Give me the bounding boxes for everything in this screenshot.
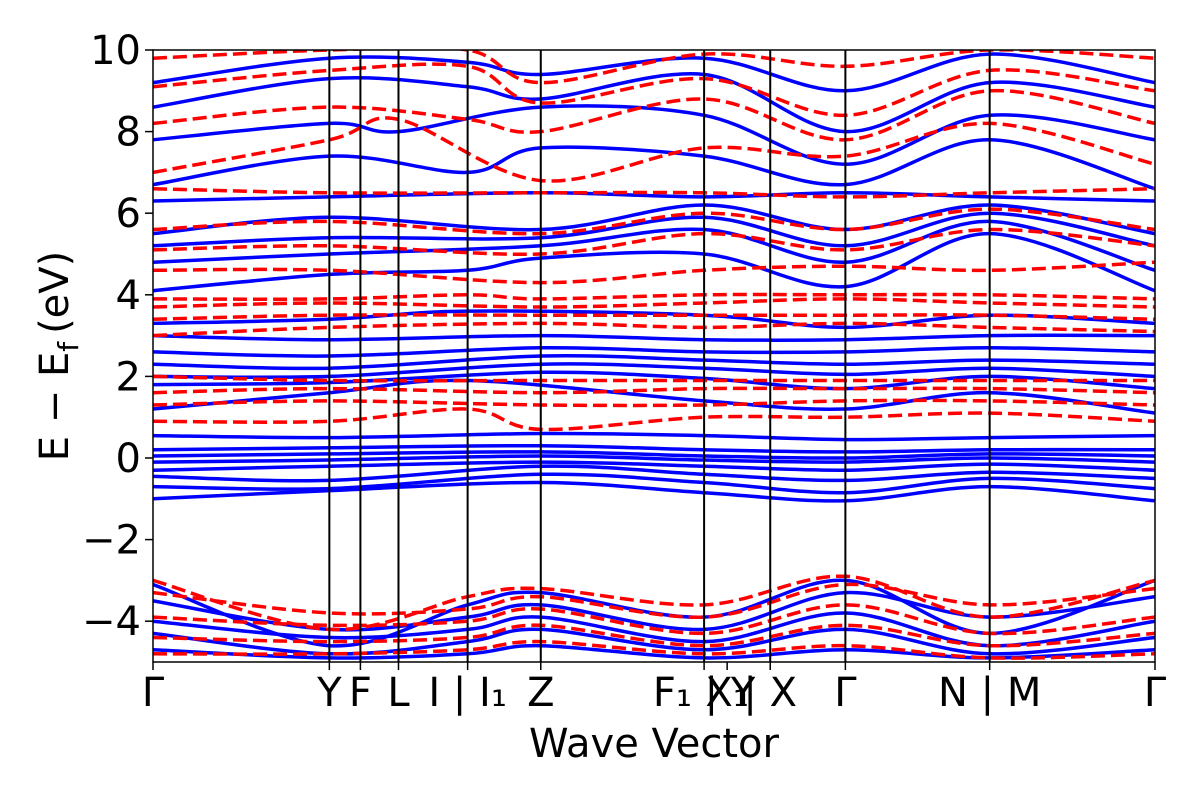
y-tick-label: 10 (90, 28, 141, 74)
dashed-band-line (153, 260, 1155, 285)
plot-frame (152, 49, 1156, 663)
high-symmetry-lines (328, 50, 991, 662)
x-tick-label: F (349, 670, 372, 716)
y-tick-label: −4 (82, 599, 141, 645)
y-tick-label: 4 (116, 273, 141, 319)
x-axis-title: Wave Vector (529, 721, 780, 767)
solid-band-line (153, 431, 1155, 442)
dashed-band-line (153, 292, 1155, 301)
dashed-band-line (153, 62, 1155, 118)
dashed-band-line (153, 398, 1155, 408)
solid-band-line (153, 460, 1155, 472)
x-tick-label: Γ (834, 670, 857, 716)
x-tick-label: Γ (1144, 670, 1167, 716)
dashed-band-line (153, 574, 1155, 632)
solid-band-line (153, 231, 1155, 293)
x-tick-label: | X (743, 670, 797, 716)
y-tick-label: 6 (116, 191, 141, 237)
x-tick-label: L (387, 670, 410, 716)
bands-layer (153, 50, 1155, 660)
x-tick-label: Z (527, 670, 554, 716)
x-tick-label: N | M (938, 670, 1041, 716)
dashed-band-line (153, 407, 1155, 432)
dashed-band-line (153, 88, 1155, 142)
dashed-band-line (153, 603, 1155, 636)
dashed-band-line (153, 623, 1155, 648)
solid-band-line (153, 104, 1155, 166)
x-tick-label: X₁ (705, 670, 748, 716)
y-tick-label: 8 (116, 110, 141, 156)
y-tick-label: 0 (116, 436, 141, 482)
solid-band-line (153, 454, 1155, 464)
solid-band-line (153, 72, 1155, 134)
x-tick-label: Y (316, 670, 342, 716)
dashed-band-line (153, 582, 1155, 619)
x-tick-label: I | I₁ (428, 670, 507, 716)
y-tick-label: 2 (116, 354, 141, 400)
y-axis-title: E − Ef(eV) (32, 251, 85, 462)
solid-band-line (153, 333, 1155, 342)
solid-band-line (153, 345, 1155, 358)
y-tick-label: −2 (82, 518, 141, 564)
solid-band-line (153, 480, 1155, 503)
dashed-band-line (153, 639, 1155, 660)
dashed-band-line (153, 50, 1155, 85)
x-tick-label: F₁ | Y (653, 670, 756, 716)
x-tick-label: Γ (142, 670, 165, 716)
solid-band-line (153, 378, 1155, 415)
solid-band-line (153, 52, 1155, 93)
y-axis: −4 −2 0 2 4 6 8 10 (82, 28, 153, 645)
solid-band-line (153, 443, 1155, 454)
solid-band-line (153, 138, 1155, 191)
dashed-band-line (153, 116, 1155, 183)
